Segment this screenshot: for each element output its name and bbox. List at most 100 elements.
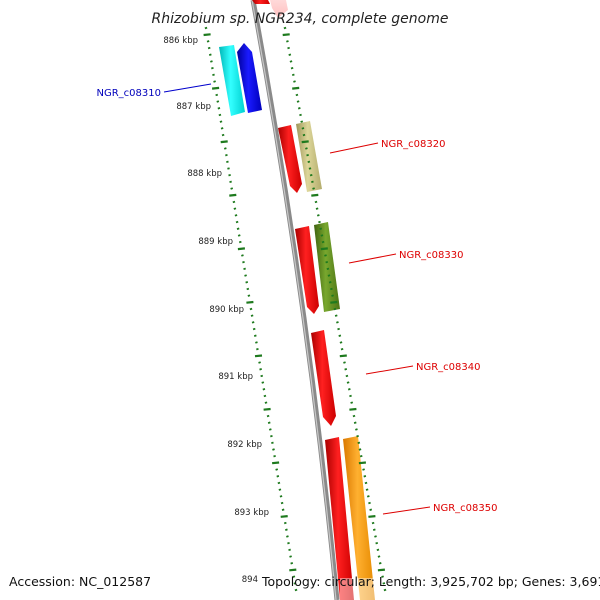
- gene-leader-ngr-c08320: [329, 142, 379, 154]
- minor-tick: [327, 274, 331, 277]
- gene-arrow-ngr-c08320-red: [278, 125, 302, 193]
- minor-tick: [228, 173, 231, 177]
- minor-tick: [355, 428, 358, 431]
- major-tick: [271, 461, 280, 465]
- major-tick: [330, 300, 338, 304]
- minor-tick: [285, 528, 288, 531]
- major-tick: [220, 140, 228, 144]
- minor-tick: [312, 187, 315, 190]
- minor-tick: [287, 46, 290, 50]
- minor-tick: [315, 207, 319, 210]
- minor-tick: [291, 73, 295, 77]
- major-tick: [282, 33, 290, 37]
- gene-leader-ngr-c08310: [163, 83, 212, 93]
- minor-tick: [340, 347, 344, 351]
- gene-arrow-top-pink: [270, 0, 288, 18]
- map-title: Rhizobium sp. NGR234, complete genome: [152, 11, 449, 27]
- major-tick: [339, 354, 347, 358]
- minor-tick: [241, 254, 244, 257]
- tick-label: 887 kbp: [176, 102, 211, 112]
- major-tick: [280, 515, 288, 518]
- scale-ticks: [203, 26, 387, 592]
- minor-tick: [226, 160, 229, 164]
- minor-tick: [349, 394, 352, 398]
- major-tick: [263, 407, 271, 411]
- major-tick: [349, 407, 357, 411]
- minor-tick: [246, 287, 250, 291]
- major-tick: [368, 515, 376, 518]
- minor-tick: [375, 541, 379, 545]
- gene-label-ngr-c08320[interactable]: NGR_c08320: [381, 139, 446, 150]
- minor-tick: [220, 127, 224, 130]
- minor-tick: [300, 120, 304, 123]
- minor-tick: [256, 347, 259, 351]
- minor-tick: [218, 113, 222, 117]
- minor-tick: [319, 227, 323, 230]
- minor-tick: [261, 381, 265, 384]
- minor-tick: [279, 495, 283, 498]
- minor-tick: [290, 562, 294, 565]
- minor-tick: [229, 180, 232, 184]
- minor-tick: [252, 327, 256, 331]
- major-tick: [377, 568, 386, 572]
- minor-tick: [208, 53, 212, 56]
- gene-label-ngr-c08330[interactable]: NGR_c08330: [399, 250, 464, 261]
- minor-tick: [307, 160, 311, 164]
- minor-tick: [207, 46, 211, 50]
- gene-label-ngr-c08350[interactable]: NGR_c08350: [433, 503, 498, 514]
- major-tick: [211, 86, 220, 90]
- minor-tick: [271, 441, 274, 445]
- minor-tick: [314, 200, 318, 204]
- minor-tick: [287, 541, 290, 545]
- minor-tick: [206, 40, 210, 43]
- minor-tick: [212, 73, 215, 77]
- minor-tick: [353, 421, 357, 424]
- minor-tick: [290, 66, 294, 70]
- genome-backbone: [250, 0, 340, 600]
- minor-tick: [296, 100, 300, 103]
- minor-tick: [268, 428, 272, 431]
- minor-tick: [338, 334, 342, 337]
- minor-tick: [286, 40, 289, 43]
- minor-tick: [244, 274, 247, 277]
- minor-tick: [362, 468, 365, 471]
- minor-tick: [339, 341, 343, 344]
- major-tick: [237, 247, 246, 251]
- minor-tick: [324, 254, 327, 257]
- minor-tick: [243, 267, 246, 271]
- minor-tick: [350, 401, 354, 404]
- tick-label: 893 kbp: [234, 508, 269, 518]
- minor-tick: [336, 321, 339, 324]
- minor-tick: [217, 107, 221, 110]
- minor-tick: [288, 53, 292, 56]
- major-tick: [246, 300, 254, 304]
- genome-backbone-highlight: [251, 0, 337, 600]
- minor-tick: [326, 267, 330, 271]
- minor-tick: [356, 434, 359, 438]
- minor-tick: [289, 60, 293, 63]
- minor-tick: [272, 448, 275, 451]
- minor-tick: [221, 133, 225, 137]
- minor-tick: [238, 240, 242, 244]
- minor-tick: [309, 173, 313, 177]
- minor-tick: [382, 582, 386, 585]
- minor-tick: [343, 361, 346, 364]
- minor-tick: [213, 80, 216, 83]
- gene-label-ngr-c08340[interactable]: NGR_c08340: [416, 362, 481, 373]
- minor-tick: [267, 421, 271, 424]
- major-tick: [229, 193, 237, 197]
- gene-arrow-ngr-c08320-khaki: [296, 121, 322, 192]
- major-tick: [289, 568, 297, 572]
- minor-tick: [345, 374, 349, 378]
- minor-tick: [289, 555, 292, 558]
- minor-tick: [227, 167, 230, 170]
- tick-label: 892 kbp: [227, 440, 262, 450]
- minor-tick: [301, 127, 305, 130]
- minor-tick: [235, 220, 239, 224]
- minor-tick: [381, 575, 384, 578]
- gene-arrow-top-red: [252, 0, 270, 4]
- gene-leader-ngr-c08350: [382, 506, 431, 515]
- major-tick: [292, 86, 300, 90]
- minor-tick: [359, 454, 363, 458]
- gene-label-ngr-c08310[interactable]: NGR_c08310: [97, 88, 162, 99]
